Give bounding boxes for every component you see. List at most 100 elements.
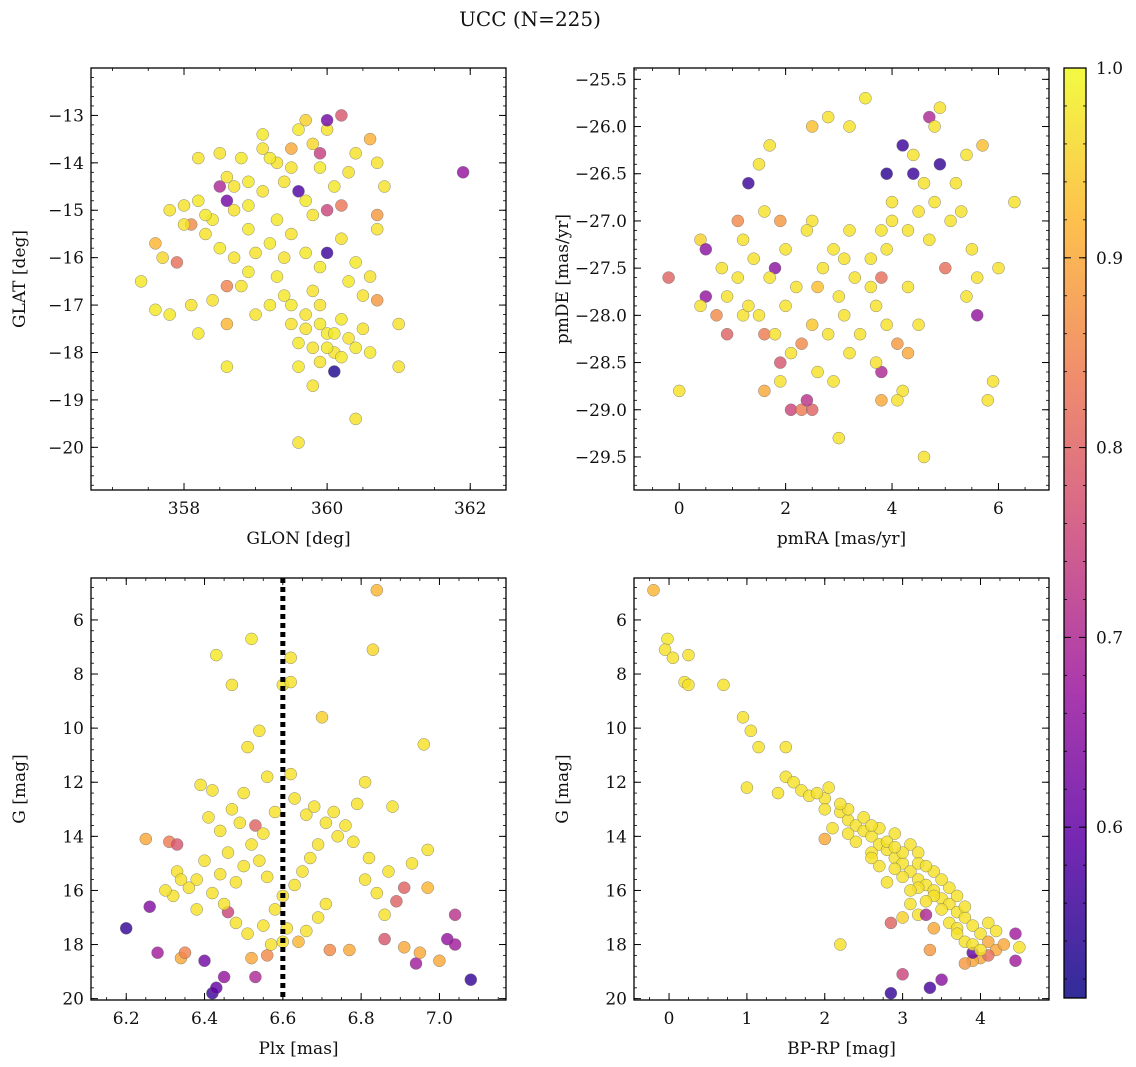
data-point (805, 120, 819, 133)
data-point (880, 318, 893, 332)
data-point (342, 332, 355, 345)
data-point (220, 279, 234, 293)
data-point (848, 271, 862, 284)
data-point (213, 867, 227, 881)
data-point (358, 775, 372, 789)
data-point (163, 203, 176, 217)
x-tick-label: 2 (819, 1009, 830, 1029)
data-point (790, 280, 803, 294)
data-point (253, 724, 266, 738)
data-point (335, 313, 348, 326)
y-tick-label: 18 (62, 936, 84, 956)
x-tick-label: 7.0 (426, 1009, 453, 1029)
data-point (795, 337, 808, 350)
data-point (869, 356, 883, 369)
data-point (928, 195, 941, 209)
data-point (299, 246, 312, 260)
data-point (213, 147, 227, 160)
data-point (464, 973, 478, 986)
data-point (417, 738, 431, 751)
points-bprp-g (647, 583, 1026, 1000)
data-point (313, 298, 327, 312)
data-point (285, 227, 298, 241)
data-point (456, 166, 470, 179)
data-point (213, 824, 227, 838)
data-point (923, 943, 937, 957)
data-point (220, 194, 234, 208)
data-point (779, 740, 793, 754)
data-point (834, 938, 847, 951)
data-point (768, 261, 782, 275)
data-point (227, 180, 241, 193)
data-point (405, 857, 419, 870)
data-point (349, 147, 362, 160)
data-point (904, 838, 917, 851)
data-point (865, 851, 878, 865)
data-point (292, 123, 305, 136)
data-point (907, 167, 920, 180)
data-point (779, 243, 792, 256)
data-point (875, 394, 888, 407)
data-point (958, 900, 972, 913)
y-tick-label: −26.5 (575, 165, 627, 185)
data-point (715, 261, 729, 275)
data-point (210, 648, 223, 662)
data-point (245, 838, 258, 851)
data-point (235, 279, 248, 293)
data-point (134, 275, 148, 288)
data-point (331, 830, 344, 843)
colorbar-tick-label: 0.8 (1096, 439, 1123, 459)
data-point (826, 821, 839, 835)
colorbar: 1.0 0.9 0.8 0.7 0.6 (1063, 59, 1123, 999)
data-point (784, 403, 798, 417)
data-point (935, 903, 948, 916)
data-point (342, 166, 355, 179)
y-tick-label: −27.5 (575, 259, 627, 279)
data-point (849, 835, 863, 849)
data-point (119, 922, 133, 935)
data-point (885, 195, 899, 209)
data-point (811, 280, 824, 294)
data-point (935, 973, 948, 986)
data-point (225, 678, 239, 692)
data-point (192, 194, 205, 208)
data-point (378, 908, 391, 922)
data-point (220, 170, 234, 184)
data-point (263, 298, 277, 312)
data-point (912, 205, 925, 218)
data-point (672, 384, 686, 398)
data-point (292, 185, 305, 198)
data-point (865, 819, 878, 832)
data-point (880, 876, 894, 889)
data-point (149, 237, 162, 250)
data-point (163, 308, 176, 321)
data-point (397, 941, 411, 954)
data-point (285, 142, 298, 155)
data-point (159, 884, 172, 897)
data-point (263, 151, 277, 165)
data-point (805, 403, 819, 417)
data-point (822, 781, 835, 794)
data-point (904, 884, 917, 897)
data-point (343, 943, 356, 957)
data-point (313, 147, 327, 160)
data-point (366, 643, 380, 656)
data-point (227, 203, 241, 217)
data-point (982, 916, 995, 930)
panel-plx-g: 6.2 6.4 6.6 6.8 7.0 6 8 10 12 14 16 18 20 Plx [mas] G … (10, 577, 507, 1059)
data-point (758, 205, 771, 218)
data-point (242, 265, 255, 279)
data-point (888, 840, 902, 854)
data-point (206, 784, 219, 797)
data-point (774, 375, 787, 388)
data-point (658, 643, 672, 656)
data-point (960, 148, 973, 162)
data-point (284, 651, 297, 665)
data-point (320, 246, 334, 260)
data-point (315, 711, 329, 724)
data-point (884, 916, 898, 930)
data-point (198, 854, 211, 867)
data-point (285, 161, 298, 174)
